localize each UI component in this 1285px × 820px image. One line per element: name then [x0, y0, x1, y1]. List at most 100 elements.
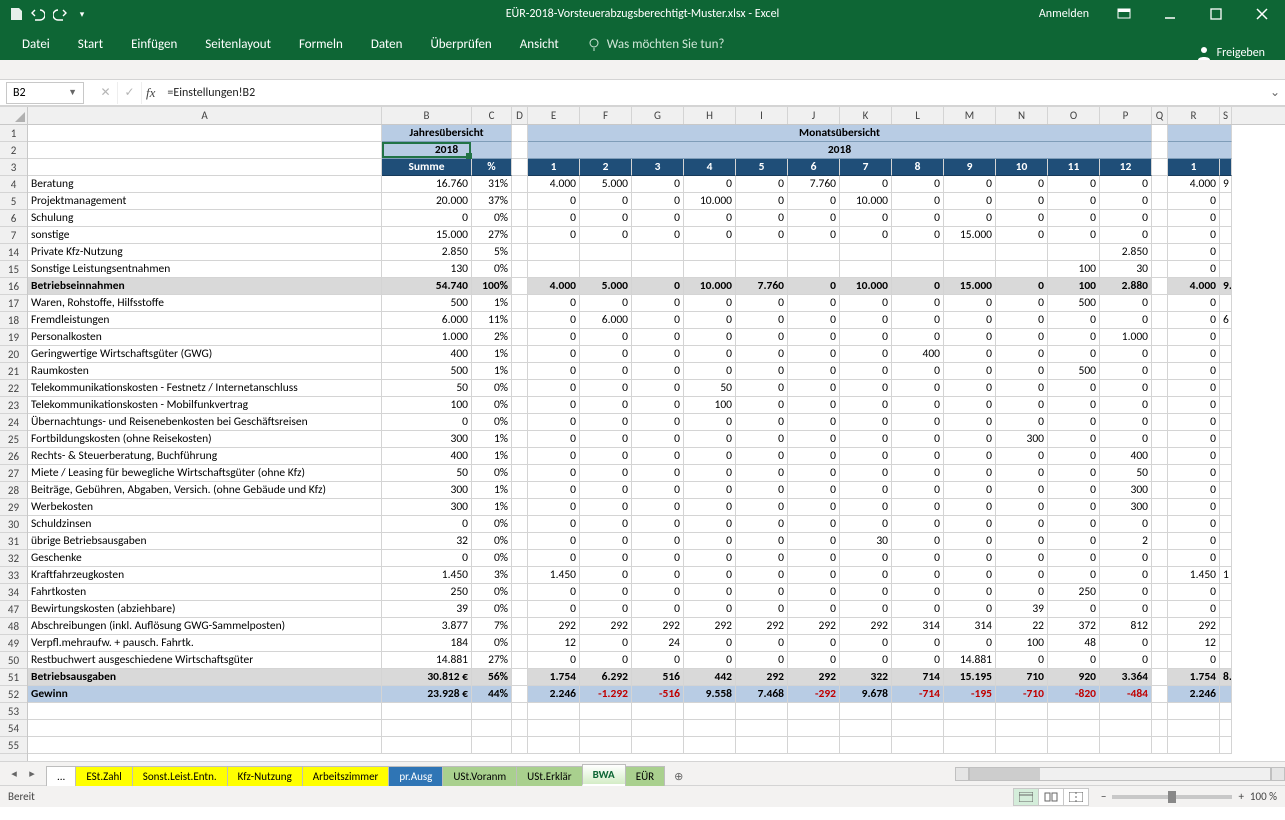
cell[interactable]: 0%	[472, 516, 512, 533]
tab-start[interactable]: Start	[64, 29, 117, 60]
cell[interactable]: Restbuchwert ausgeschiedene Wirtschaftsg…	[28, 652, 382, 669]
tab-daten[interactable]: Daten	[357, 29, 417, 60]
cell[interactable]: Raumkosten	[28, 363, 382, 380]
cell[interactable]	[788, 244, 840, 261]
cell[interactable]	[944, 720, 996, 737]
row-header-26[interactable]: 26	[0, 448, 27, 465]
cell[interactable]: 0	[1048, 380, 1100, 397]
cell[interactable]: 0	[944, 448, 996, 465]
cell[interactable]: 100	[996, 635, 1048, 652]
cell[interactable]	[512, 720, 528, 737]
cell[interactable]	[1152, 635, 1168, 652]
cell[interactable]	[840, 703, 892, 720]
cell[interactable]: 0	[944, 414, 996, 431]
cell[interactable]	[512, 329, 528, 346]
cell[interactable]: 20.000	[382, 193, 472, 210]
cell[interactable]: 0	[996, 176, 1048, 193]
cell[interactable]	[512, 431, 528, 448]
cell[interactable]: 0	[996, 210, 1048, 227]
cell[interactable]: 0	[580, 533, 632, 550]
cell[interactable]	[996, 737, 1048, 754]
cell[interactable]	[1220, 465, 1232, 482]
cell[interactable]	[1048, 244, 1100, 261]
cell[interactable]: 2.246	[528, 686, 580, 703]
cell[interactable]: 1%	[472, 431, 512, 448]
cell[interactable]: 0	[528, 329, 580, 346]
cell[interactable]	[1220, 244, 1232, 261]
cell[interactable]: 5	[736, 159, 788, 176]
cell[interactable]: 0	[1048, 227, 1100, 244]
cell[interactable]: 5.000	[580, 278, 632, 295]
cell[interactable]: 0	[892, 380, 944, 397]
cell[interactable]: 0	[996, 533, 1048, 550]
cell[interactable]: 292	[580, 618, 632, 635]
cell[interactable]: 1.450	[1168, 567, 1220, 584]
cell[interactable]: 0	[944, 431, 996, 448]
cell[interactable]: 0	[1168, 533, 1220, 550]
cell[interactable]: -516	[632, 686, 684, 703]
cell[interactable]	[684, 737, 736, 754]
cell[interactable]: 1.450	[528, 567, 580, 584]
cell[interactable]: 300	[382, 482, 472, 499]
cell[interactable]: 7.760	[736, 278, 788, 295]
cell[interactable]: 0	[1100, 567, 1152, 584]
cell[interactable]	[1220, 737, 1232, 754]
cell[interactable]: 0	[996, 312, 1048, 329]
cell[interactable]: 0	[1048, 482, 1100, 499]
cell[interactable]: 0	[632, 295, 684, 312]
cell[interactable]: 0	[1048, 176, 1100, 193]
cell[interactable]	[28, 142, 382, 159]
cell[interactable]	[1220, 686, 1232, 703]
cell[interactable]: 0	[892, 210, 944, 227]
cell[interactable]: 0	[1100, 652, 1152, 669]
cell[interactable]: 0	[1168, 516, 1220, 533]
cell[interactable]: 11%	[472, 312, 512, 329]
cell[interactable]: 1	[1168, 159, 1220, 176]
cell[interactable]: 292	[736, 669, 788, 686]
cell[interactable]: 0	[1168, 244, 1220, 261]
tab-ansicht[interactable]: Ansicht	[506, 29, 573, 60]
cell[interactable]	[512, 584, 528, 601]
cell[interactable]: 300	[1100, 499, 1152, 516]
cell[interactable]: Rechts- & Steuerberatung, Buchführung	[28, 448, 382, 465]
cell[interactable]	[1152, 414, 1168, 431]
row-header-4[interactable]: 4	[0, 176, 27, 193]
cell[interactable]: 11	[1048, 159, 1100, 176]
cell[interactable]: 0	[632, 210, 684, 227]
cell[interactable]: 0	[892, 584, 944, 601]
cell[interactable]: Private Kfz-Nutzung	[28, 244, 382, 261]
cell[interactable]: 1.000	[382, 329, 472, 346]
cell[interactable]	[1220, 652, 1232, 669]
cell[interactable]: 0	[1100, 346, 1152, 363]
col-header-D[interactable]: D	[512, 107, 528, 124]
cell[interactable]	[944, 737, 996, 754]
cell[interactable]	[580, 261, 632, 278]
cell[interactable]	[1220, 363, 1232, 380]
cell[interactable]: 0	[528, 397, 580, 414]
sheet-tab[interactable]: EÜR	[625, 766, 665, 786]
cell[interactable]: 0	[528, 482, 580, 499]
cell[interactable]: 15.000	[382, 227, 472, 244]
cell[interactable]: 0	[684, 533, 736, 550]
cell[interactable]: 0	[996, 499, 1048, 516]
cell[interactable]: 0	[892, 635, 944, 652]
cell[interactable]	[1220, 550, 1232, 567]
cell[interactable]: 0%	[472, 635, 512, 652]
sheet-tab[interactable]: USt.Erklär	[516, 766, 582, 786]
cell[interactable]	[1220, 295, 1232, 312]
cell[interactable]	[512, 618, 528, 635]
cell[interactable]: Geringwertige Wirtschaftsgüter (GWG)	[28, 346, 382, 363]
cell[interactable]: 0	[1168, 499, 1220, 516]
cell[interactable]: 0	[528, 346, 580, 363]
cell[interactable]: 292	[528, 618, 580, 635]
cell[interactable]	[512, 125, 528, 142]
row-header-47[interactable]: 47	[0, 601, 27, 618]
cell[interactable]: 300	[382, 431, 472, 448]
cell[interactable]	[512, 550, 528, 567]
cell[interactable]: 0	[788, 584, 840, 601]
cell[interactable]	[1048, 703, 1100, 720]
cell[interactable]: 0	[944, 380, 996, 397]
cell[interactable]: 292	[788, 618, 840, 635]
col-header-R[interactable]: R	[1168, 107, 1220, 124]
cell[interactable]	[1152, 159, 1168, 176]
